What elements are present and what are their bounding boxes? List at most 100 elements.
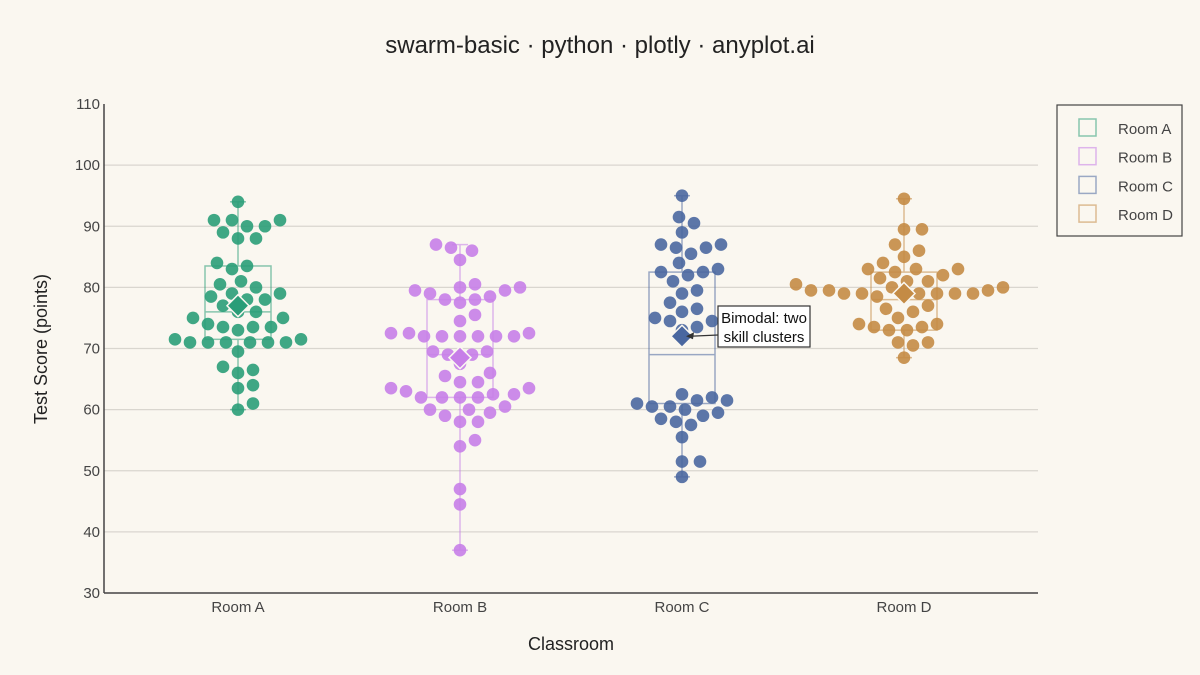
data-point [264,320,278,334]
data-point [240,259,254,273]
data-point [498,284,512,297]
data-point [423,403,437,416]
data-point [453,440,467,453]
data-point [249,232,263,245]
data-point [402,326,416,340]
x-axis-title: Classroom [528,634,614,654]
data-point [789,278,803,291]
data-point [675,305,689,319]
data-point [213,278,227,291]
y-tick-label: 40 [83,524,100,541]
data-point [669,241,683,254]
x-tick-label: Room B [433,599,487,616]
legend-label: Room D [1118,207,1173,224]
data-point [648,311,662,325]
data-point [669,415,683,429]
y-tick-label: 80 [83,279,100,296]
data-point [630,397,644,410]
data-point [711,262,725,276]
data-point [684,418,698,432]
data-point [207,213,221,227]
data-point [276,311,290,325]
legend-box [1056,104,1183,237]
data-point [699,241,713,254]
data-point [489,329,503,343]
data-point [453,482,467,496]
data-point [897,223,911,236]
data-point [216,299,230,313]
data-point [426,345,440,358]
data-point [966,287,980,300]
y-tick-labels: 30 40 50 60 70 80 90 100 110 [75,96,100,602]
annotations: Bimodal: two skill clusters [686,305,811,348]
y-tick-label: 90 [83,218,100,235]
data-point [879,302,893,316]
data-point [453,375,467,389]
data-point [915,223,929,236]
data-point [873,271,887,285]
legend-swatch [1078,118,1097,137]
data-point [897,192,911,206]
data-point [663,400,677,413]
data-point [201,317,215,331]
data-point [384,326,398,340]
data-point [468,293,482,306]
box-plots [204,194,938,551]
data-point [438,293,452,306]
data-point [696,265,710,279]
annotation-text: skill clusters [724,329,805,346]
chart-title: swarm-basic · python · plotly · anyplot.… [385,32,815,59]
data-point [876,256,890,270]
data-point [672,256,686,270]
data-point [507,329,521,343]
data-point [231,195,245,209]
data-point [666,274,680,288]
y-tick-label: 70 [83,341,100,358]
data-point [663,314,677,328]
data-point [216,226,230,239]
data-point [921,299,935,313]
data-point [822,284,836,297]
y-tick-label: 100 [75,157,100,174]
data-point [243,336,257,349]
data-point [675,189,689,202]
data-point [471,391,485,404]
annotation-arrowhead [686,332,694,340]
data-point [453,314,467,328]
data-point [471,375,485,389]
data-point [690,302,704,316]
legend-label: Room B [1118,150,1172,167]
data-point [705,391,719,404]
data-point [675,430,689,444]
data-point [471,329,485,343]
data-point [273,287,287,300]
data-point [258,219,272,233]
data-point [675,388,689,401]
data-points [168,189,1010,557]
data-point [429,238,443,251]
data-point [891,336,905,349]
y-axis-title: Test Score (points) [31,274,51,424]
data-point [216,320,230,334]
data-point [897,351,911,364]
data-point [912,287,926,300]
data-point [465,244,479,257]
data-point [417,329,431,343]
data-point [468,308,482,322]
data-point [438,409,452,423]
data-point [480,345,494,358]
data-point [273,213,287,227]
mean-marker [891,281,917,306]
data-point [714,238,728,251]
data-point [675,455,689,468]
legend-label: Room C [1118,178,1173,195]
data-point [453,498,467,511]
data-point [246,320,260,334]
data-point [453,296,467,309]
y-tick-label: 30 [83,585,100,602]
data-point [690,320,704,334]
data-point [423,287,437,300]
y-tick-label: 50 [83,463,100,480]
